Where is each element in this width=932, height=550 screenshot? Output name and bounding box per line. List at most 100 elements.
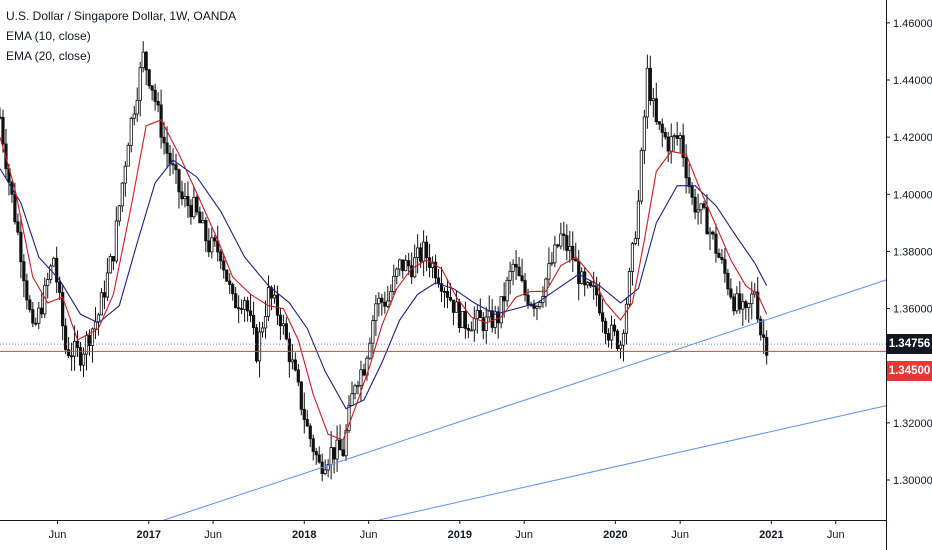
y-tick-label: 1.32000 <box>893 418 932 430</box>
candle-body <box>550 262 554 265</box>
x-tick-label: Jun <box>360 529 378 541</box>
candle-body <box>335 439 339 460</box>
candle-body <box>490 310 494 328</box>
candle-body <box>762 334 766 338</box>
candle-body <box>556 244 560 247</box>
candle-body <box>416 247 420 258</box>
x-tick-label: 2021 <box>759 529 783 541</box>
candle-body <box>260 327 265 333</box>
candle-body <box>460 311 464 328</box>
candle-body <box>371 320 375 344</box>
candle-body <box>618 344 623 350</box>
x-tick-label: Jun <box>671 529 689 541</box>
candle-body <box>451 299 456 313</box>
candle-body <box>702 203 706 208</box>
candle-body <box>612 324 617 332</box>
candle-body <box>49 265 53 280</box>
candle-body <box>756 291 760 320</box>
candle-body <box>281 323 286 327</box>
candle-body <box>645 67 649 118</box>
candle-body <box>562 233 566 236</box>
candle-body <box>523 280 527 296</box>
candle-body <box>105 272 109 298</box>
candle-body <box>589 282 593 287</box>
candle-body <box>687 177 691 187</box>
candle-body <box>502 296 506 302</box>
candle-body <box>606 333 611 341</box>
candle-body <box>58 281 62 293</box>
candle-body <box>347 405 351 431</box>
candle-body <box>323 469 327 474</box>
candle-body <box>511 263 515 272</box>
candle-body <box>466 327 470 331</box>
candle-body <box>675 135 679 139</box>
candle-body <box>574 259 578 262</box>
candle-body <box>642 116 646 151</box>
legend-title: U.S. Dollar / Singapore Dollar, 1W, OAND… <box>6 9 237 23</box>
candle-body <box>669 136 673 152</box>
candle-body <box>678 135 682 139</box>
candle-body <box>263 315 268 329</box>
candle-body <box>395 268 399 277</box>
candle-body <box>141 51 145 69</box>
candle-body <box>207 240 211 253</box>
candle-body <box>600 312 605 322</box>
y-tick-label: 1.46000 <box>893 18 932 30</box>
y-tick-label: 1.44000 <box>893 75 932 87</box>
candle-body <box>332 447 336 460</box>
candle-body <box>153 89 157 102</box>
candle-body <box>398 259 402 270</box>
candle-body <box>684 157 688 179</box>
candle-body <box>246 300 250 312</box>
candle-body <box>404 260 408 272</box>
trendline-layer <box>163 279 887 521</box>
candle-body <box>544 278 548 297</box>
candle-body <box>305 419 309 427</box>
candle-body <box>407 260 411 267</box>
candle-body <box>272 294 277 299</box>
candle-body <box>240 308 244 310</box>
candle-body <box>189 205 193 218</box>
candle-body <box>308 425 312 440</box>
candle-body <box>204 219 208 242</box>
candle-body <box>311 438 315 452</box>
candle-body <box>717 252 721 258</box>
candle-body <box>102 292 107 298</box>
candle-body <box>368 342 372 359</box>
candle-body <box>419 247 423 262</box>
candle-body <box>720 257 724 261</box>
candle-body <box>639 149 643 202</box>
candle-body <box>90 328 95 346</box>
candle-body <box>568 245 572 251</box>
x-tick-label: Jun <box>515 529 533 541</box>
y-tick-label: 1.40000 <box>893 189 932 201</box>
candle-body <box>123 165 127 184</box>
candle-body <box>592 285 596 288</box>
candle-body <box>559 233 563 247</box>
candle-body <box>13 193 17 223</box>
y-tick-label: 1.38000 <box>893 246 932 258</box>
candle-body <box>132 113 136 119</box>
candle-body <box>520 275 524 281</box>
candle-body <box>747 303 751 309</box>
candle-body <box>359 369 363 386</box>
candle-body <box>705 207 709 235</box>
candle-body <box>344 430 348 457</box>
candle-body <box>183 196 187 200</box>
y-tick-label: 1.42000 <box>893 132 932 144</box>
candle-body <box>535 306 539 309</box>
candle-body <box>430 261 435 268</box>
candle-body <box>126 145 130 167</box>
legend-ema-10: EMA (10, close) <box>6 29 91 43</box>
candle-body <box>290 359 294 363</box>
candle-body <box>171 163 175 166</box>
candle-body <box>454 301 459 313</box>
candle-body <box>475 310 479 319</box>
candle-body <box>514 263 518 268</box>
candle-body <box>457 301 462 328</box>
candle-body <box>198 211 202 224</box>
candle-body <box>648 67 652 102</box>
y-tick-label: 1.36000 <box>893 304 932 316</box>
